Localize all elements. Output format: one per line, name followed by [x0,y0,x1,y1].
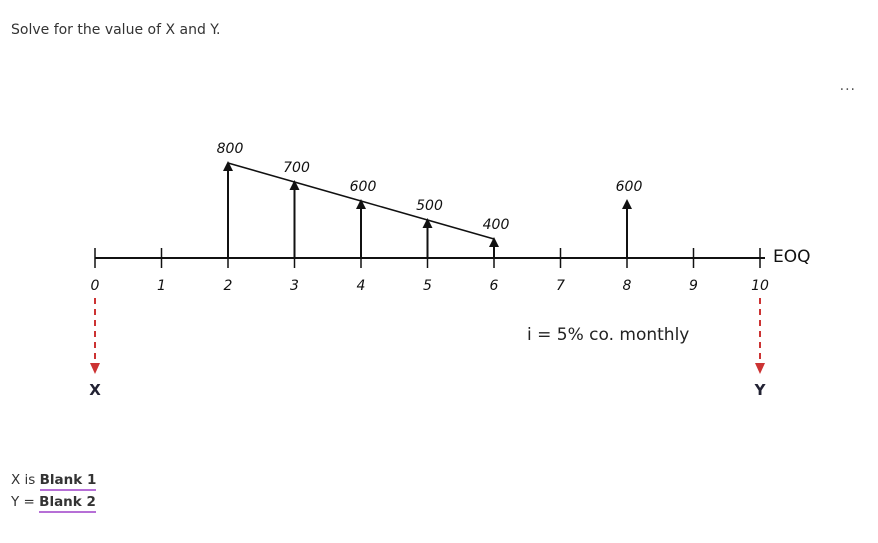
period-label: 0 [91,278,100,294]
period-label: 8 [623,278,632,294]
period-label: 3 [290,278,299,294]
arrow-head [422,218,433,228]
answer-row: X is Blank 1 [11,472,97,491]
period-label: 9 [689,278,698,294]
cash-flow-label: 600 [616,179,643,195]
end-label: EOQ [773,247,811,267]
arrow-head [90,363,100,374]
question: Solve for the value of X and Y. [11,22,221,38]
menu-button[interactable]: ... [839,78,856,94]
cash-flow-label: 500 [416,198,443,214]
period-label: 4 [357,278,366,294]
arrow-head [755,363,765,374]
period-label: 2 [224,278,233,294]
cash-flow-diagram: EOQ i = 5% co. monthly 0 1 2 3 4 5 6 7 8 9 10 800 70… [89,141,811,399]
answer-row: Y = Blank 2 [11,494,96,513]
unknown-label: Y [754,381,767,399]
arrow-head [622,199,632,209]
gradient-line [227,162,495,240]
arrow-head [356,199,366,209]
period-label: 10 [751,278,769,294]
arrow-head [489,237,499,247]
cash-flow-label: 700 [283,160,310,176]
cash-flow-label: 800 [217,141,244,157]
unknown-label: X [89,381,101,399]
answer-prefix: Y = [11,494,35,510]
period-label: 5 [423,278,432,294]
period-label: 1 [157,278,166,294]
answer-blank[interactable]: Blank 2 [39,494,96,513]
arrow-head [223,161,233,171]
cash-flow-label: 600 [350,179,377,195]
interest-label: i = 5% co. monthly [527,325,689,345]
arrow-head [289,180,300,190]
answer-blank[interactable]: Blank 1 [39,472,97,491]
answer-prefix: X is [11,472,36,488]
cash-flow-label: 400 [483,217,510,233]
period-label: 6 [490,278,499,294]
period-label: 7 [556,278,565,294]
